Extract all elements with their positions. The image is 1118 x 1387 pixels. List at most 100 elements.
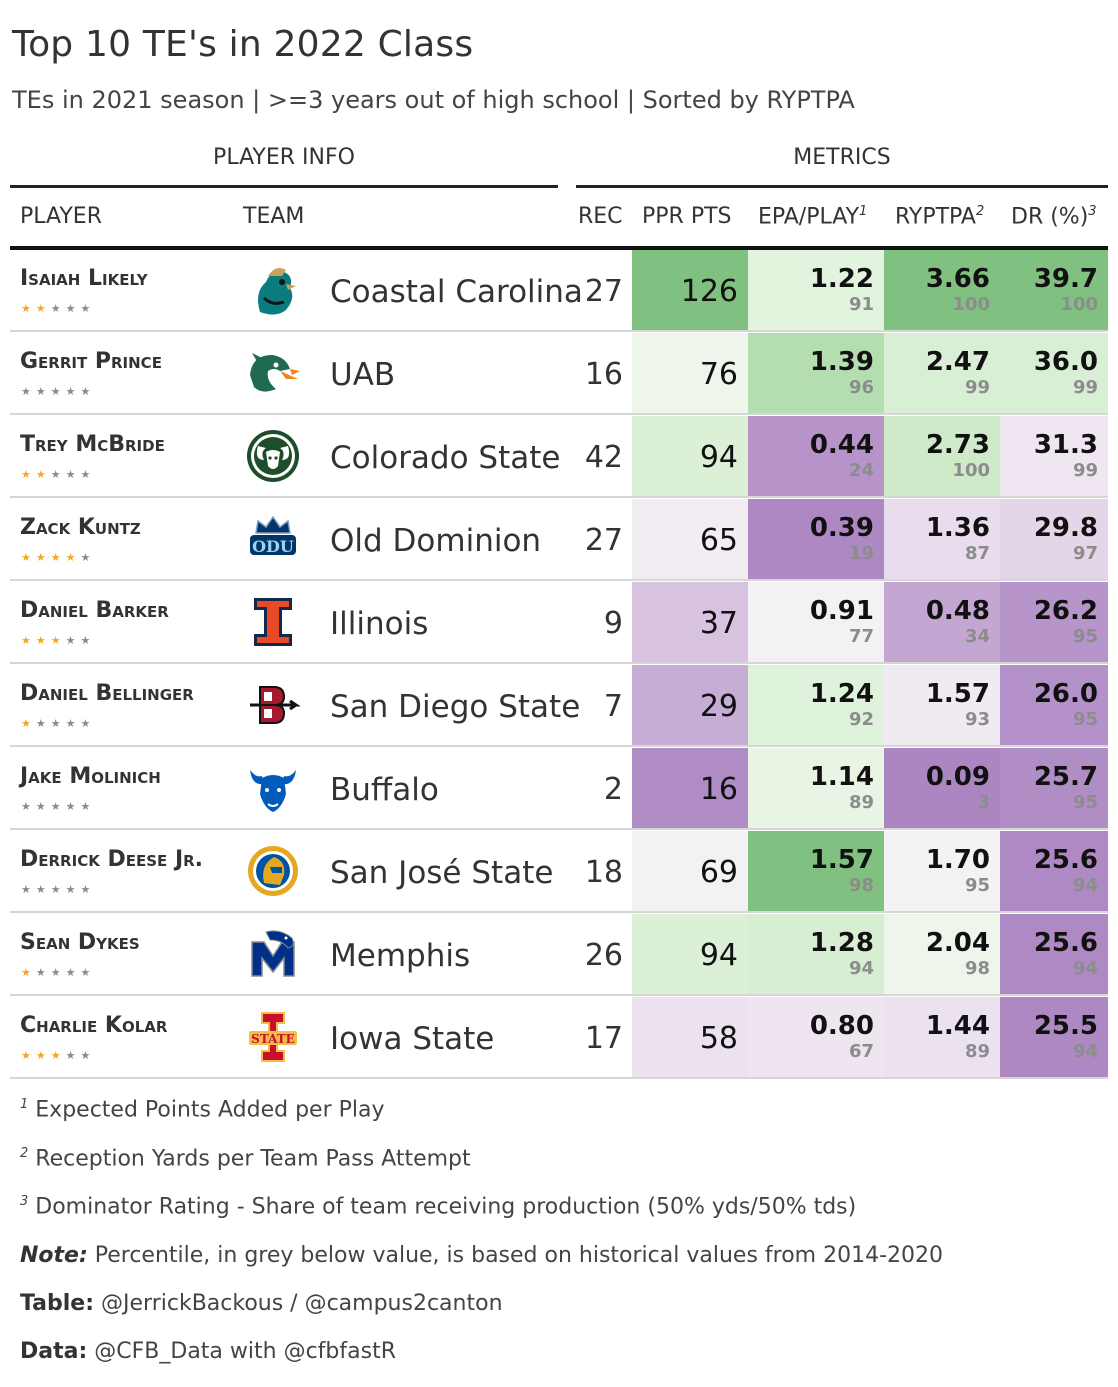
- illinois-block-i-icon: [246, 594, 300, 650]
- dr-cell: 29.8 97: [1000, 499, 1108, 581]
- ryptpa-value: 1.36: [925, 513, 990, 543]
- star-icon: ★: [50, 634, 66, 647]
- player-name: Jake Molinich: [20, 764, 161, 789]
- dr-cell: 39.7 100: [1000, 250, 1108, 332]
- dr-value: 25.6: [1033, 928, 1098, 958]
- column-header-epa-sup: 1: [859, 204, 868, 219]
- star-icon: ★: [50, 966, 66, 979]
- star-icon: ★: [21, 385, 36, 398]
- footnote-1: 1 Expected Points Added per Play: [20, 1097, 385, 1122]
- row-divider: [10, 828, 1108, 830]
- column-header-ppr: PPR PTS: [642, 204, 732, 229]
- star-icon: ★: [80, 385, 96, 398]
- table-row: 94 0.44 24 2.73 100 31.3 99 Trey McBride ★★★★★ Co…: [10, 416, 1108, 498]
- row-divider: [10, 496, 1108, 498]
- star-rating: ★★★★★: [21, 302, 95, 315]
- rec-value: 42: [584, 440, 623, 475]
- ppr-value: 126: [680, 274, 738, 309]
- epa-cell: 0.44 24: [748, 416, 884, 498]
- note-text: @JerrickBackous / @campus2canton: [94, 1291, 503, 1316]
- star-icon: ★: [80, 634, 96, 647]
- ryptpa-percentile: 93: [964, 709, 990, 730]
- ppr-value: 16: [699, 772, 738, 807]
- star-rating: ★★★★★: [21, 800, 95, 813]
- ryptpa-cell: 2.73 100: [884, 416, 1000, 498]
- san-diego-state-sd-icon: [246, 677, 301, 733]
- epa-value: 0.80: [809, 1011, 874, 1041]
- column-header-ryptpa-label: RYPTPA: [895, 204, 976, 230]
- epa-value: 1.57: [809, 845, 874, 875]
- ryptpa-cell: 2.47 99: [884, 333, 1000, 415]
- star-icon: ★: [65, 1049, 81, 1062]
- dr-percentile: 97: [1072, 543, 1098, 564]
- star-icon: ★: [35, 1049, 51, 1062]
- star-icon: ★: [50, 385, 66, 398]
- buffalo-bull-icon: [246, 760, 300, 816]
- footnote-text: Reception Yards per Team Pass Attempt: [35, 1146, 471, 1172]
- star-icon: ★: [80, 717, 96, 730]
- ryptpa-value: 2.04: [925, 928, 990, 958]
- ryptpa-value: 2.47: [925, 347, 990, 377]
- column-header-dr-label: DR (%): [1011, 204, 1089, 230]
- epa-value: 1.14: [809, 762, 874, 792]
- ppr-cell: 76: [632, 333, 748, 415]
- ppr-cell: 126: [632, 250, 748, 332]
- dr-cell: 26.2 95: [1000, 582, 1108, 664]
- player-name: Derrick Deese Jr.: [20, 847, 204, 872]
- star-icon: ★: [50, 468, 66, 481]
- team-name: San Diego State: [330, 689, 581, 725]
- spanner-line-metrics: [576, 185, 1108, 188]
- ryptpa-percentile: 34: [964, 626, 990, 647]
- epa-cell: 1.14 89: [748, 748, 884, 830]
- dr-percentile: 95: [1072, 792, 1098, 813]
- dr-percentile: 95: [1072, 709, 1098, 730]
- row-divider: [10, 662, 1108, 664]
- star-icon: ★: [50, 1049, 66, 1062]
- ryptpa-cell: 1.44 89: [884, 997, 1000, 1079]
- epa-percentile: 94: [848, 958, 874, 979]
- spanner-metrics: METRICS: [793, 145, 891, 170]
- note-label: Table:: [20, 1291, 95, 1316]
- rec-value: 27: [584, 274, 623, 309]
- ppr-value: 94: [699, 938, 738, 973]
- star-icon: ★: [65, 302, 81, 315]
- epa-cell: 0.80 67: [748, 997, 884, 1079]
- note-percentile: Note: Percentile, in grey below value, i…: [20, 1243, 943, 1268]
- dr-value: 25.7: [1033, 762, 1098, 792]
- table-title: Top 10 TE's in 2022 Class: [12, 24, 474, 65]
- epa-cell: 1.39 96: [748, 333, 884, 415]
- star-icon: ★: [65, 385, 81, 398]
- svg-text:STATE: STATE: [251, 1032, 295, 1046]
- footnote-3: 3 Dominator Rating - Share of team recei…: [20, 1194, 856, 1219]
- star-icon: ★: [65, 634, 81, 647]
- ryptpa-value: 2.73: [925, 430, 990, 460]
- uab-dragon-icon: [246, 345, 300, 401]
- star-icon: ★: [21, 1049, 36, 1062]
- star-icon: ★: [35, 468, 51, 481]
- star-icon: ★: [50, 717, 66, 730]
- epa-cell: 1.24 92: [748, 665, 884, 747]
- ryptpa-value: 0.48: [925, 596, 990, 626]
- epa-value: 1.22: [809, 264, 874, 294]
- star-icon: ★: [21, 883, 36, 896]
- ryptpa-cell: 0.48 34: [884, 582, 1000, 664]
- table-row: 65 0.39 19 1.36 87 29.8 97 Zack Kuntz ★★★★★ ODU Ol…: [10, 499, 1108, 581]
- footnote-mark: 1: [20, 1097, 29, 1112]
- epa-cell: 1.57 98: [748, 831, 884, 913]
- dr-percentile: 95: [1072, 626, 1098, 647]
- dr-cell: 31.3 99: [1000, 416, 1108, 498]
- star-icon: ★: [50, 800, 66, 813]
- column-header-rec: REC: [578, 204, 623, 229]
- old-dominion-crown-icon: ODU: [246, 511, 300, 567]
- epa-cell: 0.91 77: [748, 582, 884, 664]
- ppr-value: 76: [699, 357, 738, 392]
- player-name: Sean Dykes: [20, 930, 140, 955]
- dr-percentile: 94: [1072, 958, 1098, 979]
- rec-value: 2: [603, 772, 623, 807]
- ppr-value: 58: [699, 1021, 738, 1056]
- team-name: Illinois: [330, 606, 429, 642]
- epa-percentile: 67: [848, 1041, 874, 1062]
- epa-percentile: 91: [848, 294, 874, 315]
- rec-value: 7: [603, 689, 623, 724]
- dr-percentile: 99: [1072, 460, 1098, 481]
